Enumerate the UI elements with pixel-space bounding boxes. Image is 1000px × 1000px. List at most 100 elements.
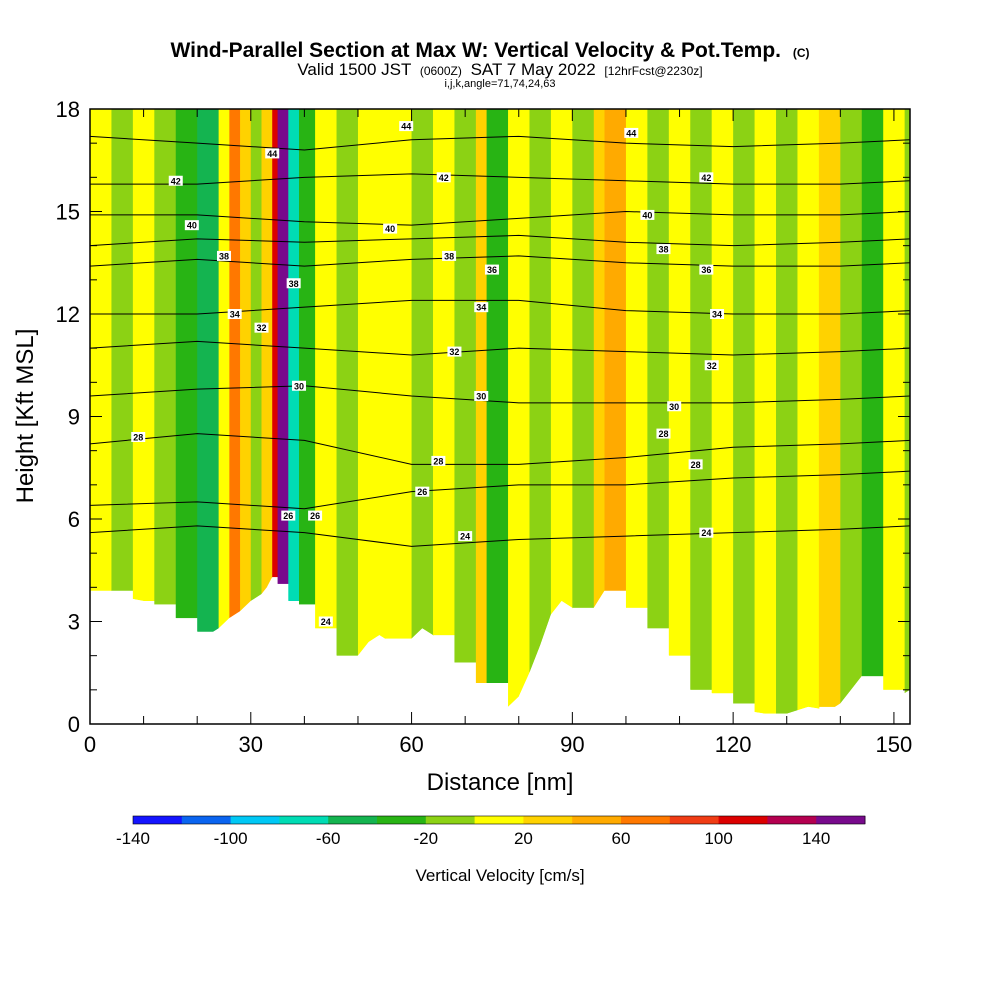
velocity-column xyxy=(840,109,863,704)
contour-label-bg xyxy=(286,278,301,289)
contour-label-bg xyxy=(640,209,655,220)
contour-label-bg xyxy=(254,322,269,333)
contour-label: 38 xyxy=(289,279,299,289)
contour-label: 28 xyxy=(658,429,668,439)
contour-label-bg xyxy=(431,455,446,466)
contour-label: 42 xyxy=(439,173,449,183)
contour-label-bg xyxy=(436,172,451,183)
velocity-column xyxy=(711,109,734,694)
colorbar-swatch xyxy=(474,816,524,824)
theta-contour-30 xyxy=(90,385,910,404)
colorbar-tick-label: -140 xyxy=(116,829,150,848)
y-tick-label: 6 xyxy=(68,507,80,532)
colorbar: -140 -100 -60 -20 20 60 100 140 xyxy=(116,815,866,848)
velocity-column xyxy=(797,109,820,714)
contour-label: 30 xyxy=(294,381,304,391)
colorbar-swatch xyxy=(133,816,183,824)
contour-label: 40 xyxy=(187,221,197,231)
velocity-column xyxy=(647,109,670,629)
velocity-column xyxy=(593,109,606,608)
colorbar-swatch xyxy=(523,816,573,824)
contour-label-bg xyxy=(624,127,639,138)
contour-label: 38 xyxy=(219,251,229,261)
contour-label-bg xyxy=(688,459,703,470)
chart-title: Wind-Parallel Section at Max W: Vertical… xyxy=(170,39,781,62)
x-tick-label: 150 xyxy=(876,732,913,757)
x-tick-label: 0 xyxy=(84,732,96,757)
velocity-column xyxy=(218,109,230,629)
contour-label: 42 xyxy=(701,173,711,183)
colorbar-tick-label: 140 xyxy=(802,829,830,848)
x-tick-label: 90 xyxy=(560,732,584,757)
velocity-column xyxy=(197,109,220,632)
contour-label: 38 xyxy=(658,245,668,255)
contour-label: 30 xyxy=(669,402,679,412)
contour-label-bg xyxy=(704,360,719,371)
colorbar-tick-label: 60 xyxy=(612,829,631,848)
velocity-column xyxy=(240,109,252,612)
velocity-column xyxy=(690,109,713,690)
contour-label: 30 xyxy=(476,392,486,402)
velocity-column xyxy=(433,109,455,636)
contour-label: 28 xyxy=(133,433,143,443)
colorbar-swatch xyxy=(181,816,232,824)
contour-label-bg xyxy=(474,391,489,401)
y-tick-label: 9 xyxy=(68,405,80,430)
section-info: i,j,k,angle=71,74,24,63 xyxy=(444,78,555,90)
theta-contour-42 xyxy=(90,173,910,185)
theta-contour-40 xyxy=(90,210,910,226)
contour-label-bg xyxy=(318,616,333,627)
contour-label-bg xyxy=(383,223,398,234)
colorbar-swatch xyxy=(621,816,671,824)
x-tick-label: 120 xyxy=(715,732,752,757)
contour-label: 44 xyxy=(626,128,636,138)
y-tick-label: 12 xyxy=(56,302,80,327)
theta-contour-36 xyxy=(90,255,910,267)
contour-label-bg xyxy=(699,172,714,183)
velocity-column xyxy=(411,109,434,639)
contour-label-bg xyxy=(699,527,714,538)
y-tick-label: 3 xyxy=(68,610,80,635)
contour-label: 24 xyxy=(460,532,470,542)
velocity-column xyxy=(384,109,413,639)
contour-label-bg xyxy=(281,510,296,521)
velocity-column xyxy=(604,109,627,591)
velocity-column xyxy=(454,109,477,663)
colorbar-tick-label: -60 xyxy=(316,829,341,848)
velocity-column xyxy=(272,109,279,578)
velocity-column xyxy=(315,109,338,629)
colorbar-swatch xyxy=(718,816,768,824)
contour-label-bg xyxy=(484,264,499,275)
contour-label: 36 xyxy=(487,265,497,275)
colorbar-swatch xyxy=(669,816,720,824)
velocity-column xyxy=(883,109,906,690)
velocity-column xyxy=(261,109,273,595)
theta-contour-32 xyxy=(90,340,910,356)
contour-label-bg xyxy=(656,428,671,439)
contour-label: 24 xyxy=(321,617,331,627)
contour-label-bg xyxy=(265,148,280,159)
colorbar-label: Vertical Velocity [cm/s] xyxy=(415,866,584,885)
colorbar-tick-label: -20 xyxy=(414,829,439,848)
velocity-column xyxy=(154,109,177,605)
contour-label-bg xyxy=(308,510,323,521)
y-tick-label: 0 xyxy=(68,712,80,737)
subtitle-forecast: [12hrFcst@2230z] xyxy=(604,64,702,78)
contour-label-bg xyxy=(442,250,457,261)
velocity-column xyxy=(572,109,595,608)
x-tick-label: 60 xyxy=(399,732,423,757)
velocity-column xyxy=(625,109,648,608)
colorbar-swatch xyxy=(572,816,622,824)
velocity-column xyxy=(776,109,798,714)
velocity-column xyxy=(668,109,691,656)
theta-contour-26 xyxy=(90,470,910,510)
terrain-mask-top xyxy=(90,577,910,724)
velocity-column xyxy=(336,109,359,656)
colorbar-swatch xyxy=(230,816,280,824)
contour-label: 32 xyxy=(707,361,717,371)
subtitle-utc: (0600Z) xyxy=(420,64,462,78)
contour-label-bg xyxy=(699,264,714,275)
velocity-column xyxy=(818,109,841,707)
y-tick-label: 18 xyxy=(56,97,80,122)
